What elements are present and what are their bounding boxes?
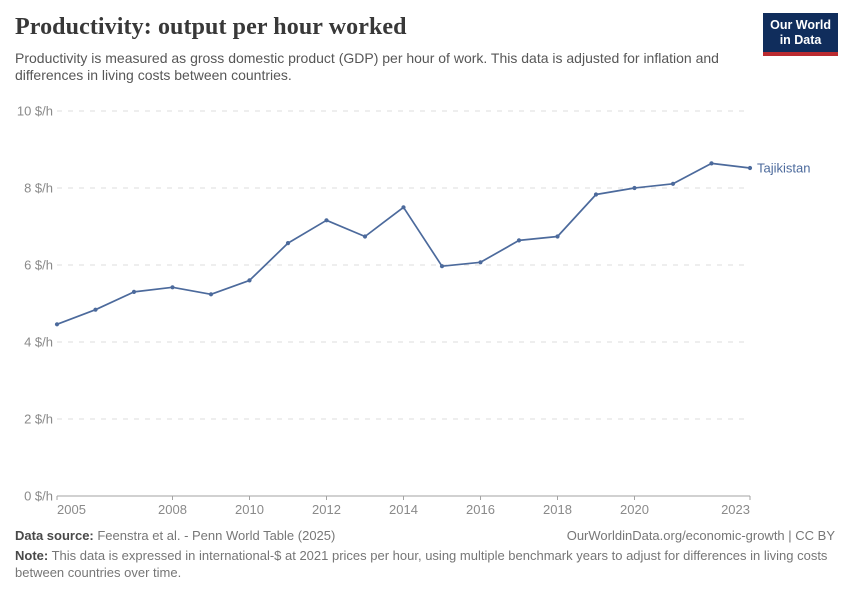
- note-label: Note:: [15, 548, 49, 563]
- y-axis-tick-label: 10 $/h: [17, 104, 53, 119]
- x-axis-tick-label: 2012: [312, 502, 341, 517]
- data-point[interactable]: [593, 192, 599, 197]
- owid-url-link[interactable]: OurWorldinData.org/economic-growth | CC …: [566, 528, 835, 543]
- data-point[interactable]: [401, 205, 406, 210]
- note-line: Note: This data is expressed in internat…: [15, 548, 835, 581]
- data-point[interactable]: [247, 278, 252, 283]
- data-point[interactable]: [747, 165, 753, 171]
- data-point[interactable]: [324, 218, 329, 223]
- owid-logo-line1: Our World: [770, 18, 831, 32]
- data-point[interactable]: [709, 161, 714, 166]
- data-point[interactable]: [208, 292, 214, 297]
- data-source-label: Data source:: [15, 528, 94, 543]
- chart-header: Productivity: output per hour worked Pro…: [15, 14, 835, 84]
- data-point[interactable]: [170, 285, 175, 290]
- x-axis-tick-label: 2018: [543, 502, 572, 517]
- data-source-line: Data source: Feenstra et al. - Penn Worl…: [15, 528, 335, 543]
- y-axis-tick-label: 4 $/h: [24, 335, 53, 350]
- data-point[interactable]: [478, 260, 483, 265]
- note-text: This data is expressed in international-…: [15, 548, 828, 580]
- x-axis-tick-label: 2016: [466, 502, 495, 517]
- data-point[interactable]: [93, 307, 98, 312]
- data-point[interactable]: [285, 241, 291, 246]
- x-axis-tick-label: 2023: [721, 502, 750, 517]
- data-point[interactable]: [439, 264, 445, 269]
- y-axis-tick-label: 6 $/h: [24, 258, 53, 273]
- data-source-text: Feenstra et al. - Penn World Table (2025…: [93, 528, 336, 543]
- data-point[interactable]: [131, 289, 137, 294]
- x-axis-tick-label: 2014: [389, 502, 418, 517]
- x-axis-tick-label: 2005: [57, 502, 86, 517]
- x-axis-tick-label: 2020: [620, 502, 649, 517]
- owid-logo-line2: in Data: [779, 32, 822, 47]
- data-point[interactable]: [362, 234, 368, 239]
- x-axis-tick-label: 2008: [158, 502, 187, 517]
- x-axis-tick-label: 2010: [235, 502, 264, 517]
- y-axis-tick-label: 0 $/h: [24, 489, 53, 504]
- chart-title: Productivity: output per hour worked: [15, 14, 407, 40]
- data-point[interactable]: [670, 181, 676, 186]
- data-point[interactable]: [54, 322, 60, 327]
- y-axis-tick-label: 2 $/h: [24, 412, 53, 427]
- chart-footer: Data source: Feenstra et al. - Penn Worl…: [15, 528, 835, 581]
- y-axis-tick-label: 8 $/h: [24, 181, 53, 196]
- series-label[interactable]: Tajikistan: [757, 160, 810, 175]
- chart-subtitle: Productivity is measured as gross domest…: [15, 50, 719, 84]
- owid-logo[interactable]: Our World in Data: [763, 13, 838, 56]
- data-point[interactable]: [632, 185, 637, 191]
- data-point[interactable]: [516, 238, 522, 243]
- data-point[interactable]: [555, 234, 560, 239]
